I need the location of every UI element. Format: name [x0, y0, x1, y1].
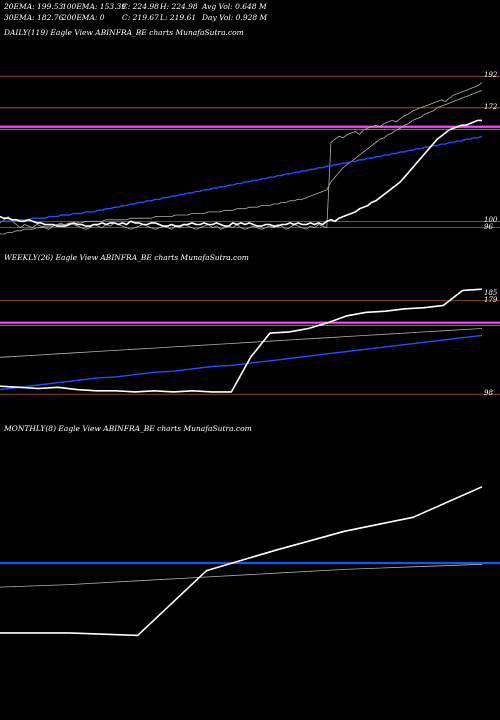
weekly-series-line-1 [0, 334, 483, 391]
daily-panel-title: DAILY(119) Eagle View ABINFRA_BE charts … [4, 28, 244, 37]
monthly-series-line-1 [0, 563, 483, 588]
header-high: H: 224.98 [160, 2, 198, 11]
daily-panel [0, 75, 500, 235]
monthly-panel-title: MONTHLY(8) Eagle View ABINFRA_BE charts … [4, 424, 252, 433]
header-ema30: 30EMA: 182.76 [4, 13, 64, 22]
header-close-2: C: 219.67 [122, 13, 159, 22]
header-ema20: 20EMA: 199.53 [4, 2, 64, 11]
weekly-right-label: 185 [484, 288, 498, 297]
monthly-panel [0, 486, 500, 637]
weekly-series-line-2 [0, 328, 483, 358]
weekly-panel-title: WEEKLY(26) Eagle View ABINFRA_BE charts … [4, 253, 249, 262]
weekly-right-label: 98 [484, 389, 493, 398]
header-ema100: 100EMA: 153.39 [62, 2, 127, 11]
daily-series-line-1 [0, 135, 483, 223]
weekly-right-label: 179 [484, 295, 498, 304]
header-close: C: 224.98 [122, 2, 159, 11]
header-low: L: 219.61 [160, 13, 197, 22]
daily-right-label: 192 [484, 71, 498, 80]
daily-right-label: 100 [484, 216, 498, 225]
header-avg-vol: Avg Vol: 0.648 M [202, 2, 267, 11]
monthly-series-line-0 [0, 486, 483, 637]
daily-series-line-3 [0, 90, 483, 235]
daily-series-line-2 [0, 82, 483, 230]
weekly-series-line-0 [0, 288, 483, 393]
header-ema200: 200EMA: 0 [62, 13, 105, 22]
daily-right-label: 96 [484, 222, 493, 231]
header-day-vol: Day Vol: 0.928 M [202, 13, 268, 22]
daily-right-label: 172 [484, 102, 498, 111]
daily-series-line-0 [0, 119, 482, 227]
weekly-panel [0, 288, 500, 395]
